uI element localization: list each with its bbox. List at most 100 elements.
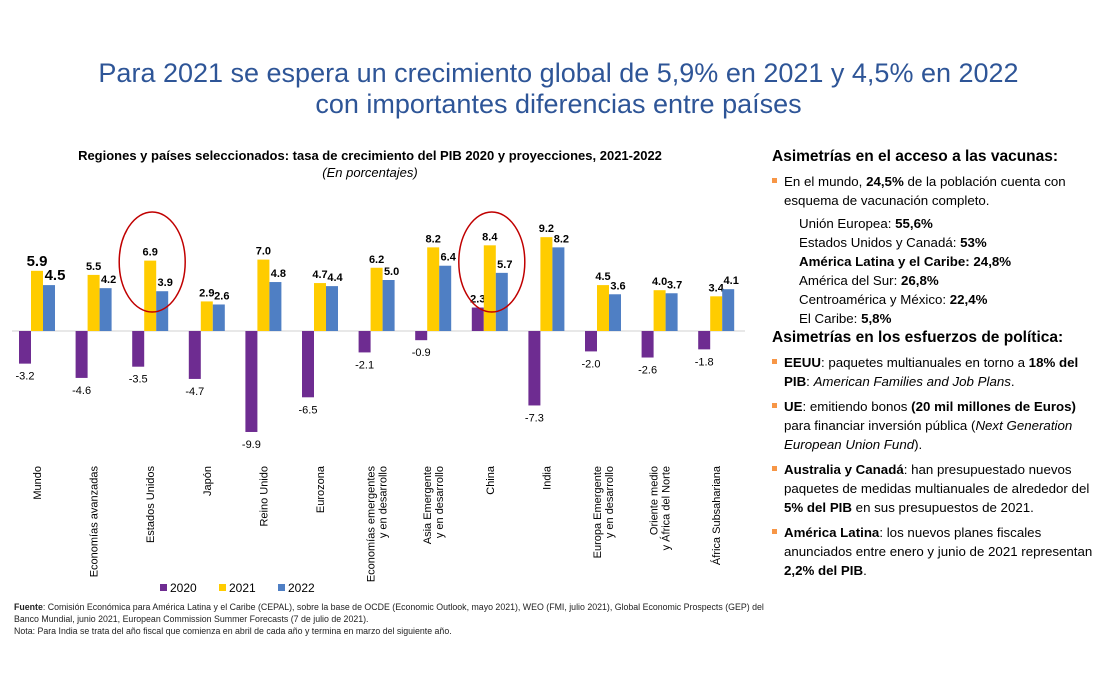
legend-label-2020: 2020 (170, 581, 197, 595)
bar-2022-8 (495, 272, 508, 331)
category-label-7-0: Asia Emergente (422, 466, 434, 544)
bar-2020-12 (698, 331, 711, 350)
policy-item-latam: América Latina: los nuevos planes fiscal… (772, 523, 1102, 580)
bar-2022-10 (609, 294, 621, 331)
category-label-8-0: China (485, 465, 497, 495)
category-label-5-0: Eurozona (315, 465, 327, 513)
data-label-2020-7: -0.9 (412, 347, 431, 359)
data-label-2021-4: 7.0 (256, 246, 271, 258)
bar-2021-5 (314, 283, 326, 331)
bar-2022-11 (665, 293, 678, 331)
bar-2021-1 (87, 274, 100, 331)
data-label-2020-4: -9.9 (242, 439, 261, 451)
bar-2022-9 (552, 247, 565, 331)
data-label-2021-7: 8.2 (426, 233, 441, 245)
bar-2022-7 (439, 265, 452, 331)
data-label-2020-11: -2.6 (638, 365, 657, 377)
bullet-icon (772, 403, 777, 408)
chart-legend: 2020 2021 2022 (160, 581, 315, 595)
data-label-2022-2: 3.9 (158, 277, 173, 289)
chart-marks: -3.25.94.5-4.65.54.2-3.56.93.9-4.72.9 2.6… (16, 223, 739, 451)
legend-swatch-2021 (219, 584, 226, 591)
data-label-2021-9: 9.2 (539, 223, 554, 235)
bar-2021-10 (597, 285, 609, 331)
data-label-2020-8: 2.3 (470, 294, 485, 306)
category-label-6-0: Economías emergentes (366, 466, 378, 583)
data-label-2020-10: -2.0 (582, 358, 601, 370)
data-label-2022-1: 4.2 (101, 274, 116, 286)
category-label-10-0: Europa Emergente (592, 466, 604, 558)
vaccines-list: Unión Europea: 55,6% Estados Unidos y Ca… (772, 214, 1102, 328)
slide-title: Para 2021 se espera un crecimiento globa… (0, 58, 1117, 120)
bar-2020-10 (585, 331, 597, 352)
data-label-2022-10: 3.6 (610, 280, 625, 292)
bar-2020-0 (19, 331, 31, 364)
legend-swatch-2020 (160, 584, 167, 591)
vaccines-intro: En el mundo, 24,5% de la población cuent… (772, 172, 1102, 210)
category-labels: Mundo Economías avanzadas Estados Unidos Ja… (32, 465, 723, 582)
bar-2022-2 (156, 291, 169, 331)
vaccine-item-south: América del Sur: 26,8% (799, 273, 939, 288)
policy-item-australia: Australia y Canadá: han presupuestado nu… (772, 460, 1102, 517)
category-label-1-0: Economías avanzadas (89, 466, 101, 578)
category-label-10-1: y en desarrollo (604, 466, 616, 538)
bar-2021-8 (483, 245, 496, 331)
data-label-2021-2: 6.9 (143, 247, 158, 259)
category-label-4-0: Reino Unido (258, 466, 270, 527)
data-label-2020-3: -4.7 (185, 386, 204, 398)
source-note: Fuente: Comisión Económica para América … (14, 602, 764, 636)
bar-2021-7 (427, 247, 440, 331)
category-label-12-0: África Subsahariana (710, 465, 723, 565)
data-label-2020-5: -6.5 (299, 404, 318, 416)
category-label-7-1: y en desarrollo (434, 466, 446, 538)
bar-2020-4 (245, 331, 258, 432)
bar-2020-3 (188, 331, 201, 379)
policy-heading: Asimetrías en los esfuerzos de política: (772, 329, 1064, 346)
chart-subtitle: (En porcentajes) (322, 165, 418, 180)
bar-2021-9 (540, 237, 553, 331)
policy-item-usa: EEUU: paquetes multianuales en torno a 1… (772, 353, 1102, 391)
bar-2022-12 (722, 289, 735, 331)
data-label-2022-5: 4.4 (327, 272, 343, 284)
category-label-9-0: India (541, 465, 553, 490)
bar-2020-2 (132, 331, 145, 367)
title-line-1: Para 2021 se espera un crecimiento globa… (98, 58, 1019, 88)
gdp-bar-chart: -3.25.94.5-4.65.54.2-3.56.93.9-4.72.9 2.6… (12, 211, 745, 595)
data-label-2021-12: 3.4 (709, 282, 725, 294)
data-label-2022-8: 5.7 (497, 259, 512, 271)
bar-2020-5 (302, 331, 314, 398)
bullet-icon (772, 178, 777, 183)
data-label-2021-3: 2.9 (199, 287, 214, 299)
category-label-0-0: Mundo (32, 466, 44, 500)
vaccines-heading: Asimetrías en el acceso a las vacunas: (772, 148, 1059, 165)
bar-2021-11 (653, 290, 666, 331)
data-label-2021-6: 6.2 (369, 254, 384, 266)
chart-title: Regiones y países seleccionados: tasa de… (78, 148, 662, 163)
vaccine-item-central: Centroamérica y México: 22,4% (799, 292, 988, 307)
data-label-2021-11: 4.0 (652, 276, 667, 288)
data-label-2021-5: 4.7 (312, 269, 327, 281)
vaccine-item-usa: Estados Unidos y Canadá: 53% (799, 235, 987, 250)
bar-2021-0 (31, 270, 43, 331)
bar-2020-7 (415, 331, 428, 341)
data-label-2022-0: 4.5 (45, 267, 66, 284)
category-label-11-0: Oriente medio (649, 466, 661, 535)
data-label-2022-11: 3.7 (667, 279, 682, 291)
title-line-2: con importantes diferencias entre países (315, 89, 802, 119)
data-label-2022-12: 4.1 (724, 275, 739, 287)
bar-2020-1 (75, 331, 88, 378)
data-label-2022-9: 8.2 (554, 233, 569, 245)
vaccine-item-ue: Unión Europea: 55,6% (799, 216, 933, 231)
bar-2021-3 (200, 301, 213, 331)
highlight-circle-8 (458, 211, 526, 313)
data-label-2022-7: 6.4 (441, 252, 457, 264)
bar-2021-12 (710, 296, 723, 331)
data-label-2021-8: 8.4 (482, 231, 498, 243)
data-label-2021-10: 4.5 (595, 271, 610, 283)
legend-label-2022: 2022 (288, 581, 315, 595)
data-label-2022-4: 4.8 (271, 268, 286, 280)
bullet-icon (772, 529, 777, 534)
category-label-11-1: y África del Norte (660, 466, 673, 550)
data-label-2020-2: -3.5 (129, 374, 148, 386)
sidebar: Asimetrías en el acceso a las vacunas: E… (772, 147, 1102, 586)
